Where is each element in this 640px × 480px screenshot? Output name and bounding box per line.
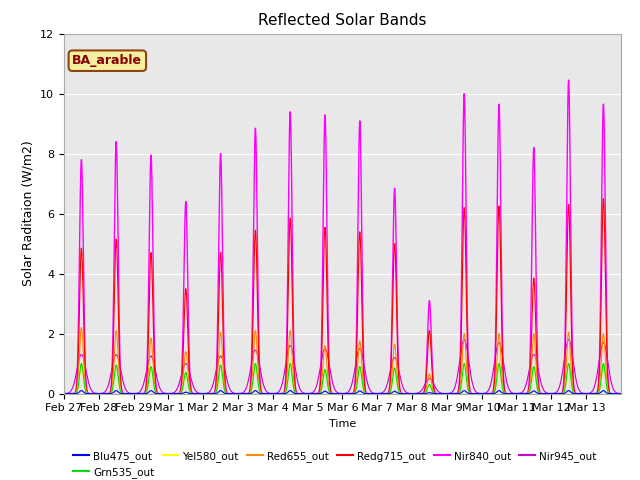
Blu475_out — [463, 390, 471, 396]
Nir840_out — [60, 391, 68, 396]
Line: Nir840_out: Nir840_out — [64, 80, 621, 394]
Red655_out — [499, 379, 506, 384]
Nir945_out — [463, 345, 470, 350]
Y-axis label: Solar Raditaion (W/m2): Solar Raditaion (W/m2) — [22, 141, 35, 287]
Yel580_out — [414, 391, 422, 396]
Yel580_out — [611, 391, 618, 396]
Nir945_out — [60, 391, 68, 396]
Red655_out — [532, 357, 540, 363]
Line: Yel580_out: Yel580_out — [64, 362, 621, 394]
Red655_out — [174, 391, 182, 396]
Nir840_out — [174, 391, 182, 396]
Nir840_out — [463, 268, 470, 274]
Nir840_out — [414, 391, 422, 396]
Blu475_out — [532, 389, 540, 395]
Yel580_out — [174, 391, 182, 396]
Grn535_out — [532, 376, 540, 382]
Blu475_out — [617, 391, 625, 396]
Blu475_out — [77, 388, 85, 394]
Blu475_out — [174, 391, 182, 396]
Nir945_out — [174, 384, 182, 390]
Nir840_out — [499, 324, 506, 329]
Nir945_out — [532, 355, 540, 361]
Grn535_out — [611, 391, 618, 396]
Nir945_out — [617, 391, 625, 396]
Line: Nir945_out: Nir945_out — [64, 340, 621, 394]
Grn535_out — [60, 391, 68, 396]
Redg715_out — [617, 391, 625, 396]
Redg715_out — [600, 196, 607, 202]
Redg715_out — [60, 391, 68, 396]
Grn535_out — [463, 380, 471, 385]
Line: Blu475_out: Blu475_out — [64, 391, 621, 394]
Blu475_out — [611, 391, 619, 396]
Legend: Blu475_out, Grn535_out, Yel580_out, Red655_out, Redg715_out, Nir840_out, Nir945_: Blu475_out, Grn535_out, Yel580_out, Red6… — [69, 446, 600, 480]
Nir945_out — [414, 390, 422, 396]
Line: Redg715_out: Redg715_out — [64, 199, 621, 394]
Red655_out — [77, 325, 85, 331]
Yel580_out — [617, 391, 625, 396]
Redg715_out — [463, 315, 470, 321]
Grn535_out — [174, 391, 182, 396]
Yel580_out — [499, 385, 506, 391]
Text: BA_arable: BA_arable — [72, 54, 142, 67]
Nir840_out — [532, 240, 540, 245]
Nir945_out — [564, 337, 572, 343]
Nir945_out — [499, 351, 506, 357]
Redg715_out — [414, 391, 422, 396]
Redg715_out — [174, 391, 182, 396]
Yel580_out — [532, 376, 540, 382]
Nir840_out — [611, 391, 618, 396]
Grn535_out — [414, 391, 422, 396]
Grn535_out — [499, 385, 506, 391]
Line: Grn535_out: Grn535_out — [64, 364, 621, 394]
Title: Reflected Solar Bands: Reflected Solar Bands — [258, 13, 427, 28]
Red655_out — [617, 391, 625, 396]
Grn535_out — [617, 391, 625, 396]
Redg715_out — [532, 320, 540, 325]
Blu475_out — [408, 391, 416, 396]
Nir840_out — [564, 77, 572, 83]
Blu475_out — [499, 390, 506, 396]
Red655_out — [611, 391, 618, 396]
Grn535_out — [77, 361, 85, 367]
Yel580_out — [463, 380, 471, 385]
Red655_out — [60, 391, 68, 396]
Blu475_out — [414, 391, 422, 396]
Yel580_out — [60, 391, 68, 396]
Yel580_out — [287, 359, 294, 365]
Red655_out — [463, 369, 471, 375]
Line: Red655_out: Red655_out — [64, 328, 621, 394]
Redg715_out — [611, 391, 618, 396]
Red655_out — [414, 391, 422, 396]
Nir840_out — [617, 391, 625, 396]
Nir945_out — [611, 388, 618, 394]
X-axis label: Time: Time — [329, 419, 356, 429]
Redg715_out — [499, 347, 506, 353]
Blu475_out — [60, 391, 68, 396]
